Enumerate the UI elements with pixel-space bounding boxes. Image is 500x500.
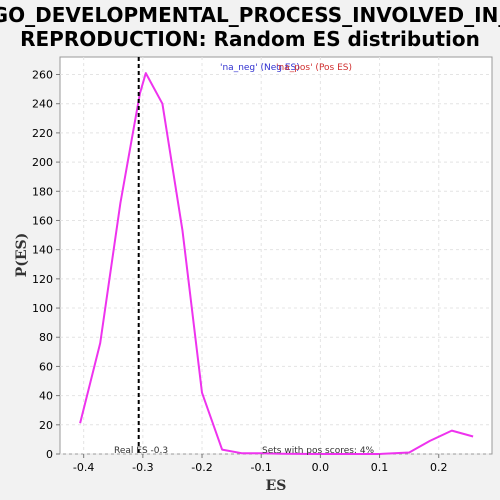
- chart-title-line-1: GO_DEVELOPMENTAL_PROCESS_INVOLVED_IN_: [0, 3, 500, 27]
- pos-scores-annotation: Sets with pos scores: 4%: [262, 446, 375, 456]
- chart-title-line-2: REPRODUCTION: Random ES distribution: [20, 27, 480, 51]
- y-tick-label: 180: [32, 185, 53, 198]
- y-tick-label: 0: [46, 448, 53, 461]
- plot-area: [59, 56, 493, 455]
- y-tick-label: 160: [32, 214, 53, 227]
- y-tick-label: 40: [39, 390, 53, 403]
- x-tick-label: 0.0: [312, 461, 330, 474]
- y-tick-label: 140: [32, 244, 53, 257]
- y-tick-label: 260: [32, 69, 53, 82]
- real-es-label: Real ES -0.3: [114, 446, 168, 456]
- y-tick-label: 80: [39, 331, 53, 344]
- y-tick-label: 120: [32, 273, 53, 286]
- x-axis-title: ES: [266, 478, 287, 494]
- es-distribution-line: [79, 72, 474, 455]
- series-layer: [79, 72, 474, 455]
- x-tick-label: -0.1: [250, 461, 271, 474]
- y-tick-label: 20: [39, 419, 53, 432]
- y-axis-title: P(ES): [14, 233, 30, 278]
- y-tick-label: 220: [32, 127, 53, 140]
- x-tick-label: 0.2: [430, 461, 448, 474]
- legend-neg-entry: 'na_neg' (Neg ES): [220, 63, 300, 73]
- y-tick-label: 200: [32, 156, 53, 169]
- legend-pos-entry: 'na_pos' (Pos ES): [276, 63, 352, 73]
- x-tick-label: -0.4: [73, 461, 94, 474]
- axes: -0.4 -0.3 -0.2 -0.1 0.0 0.1 0.2 0 20 40 60 80 100 120…: [32, 69, 447, 474]
- y-tick-label: 60: [39, 360, 53, 373]
- grid-lines: [60, 57, 492, 455]
- x-tick-label: -0.3: [132, 461, 153, 474]
- y-tick-label: 100: [32, 302, 53, 315]
- y-tick-label: 240: [32, 98, 53, 111]
- x-tick-label: -0.2: [191, 461, 212, 474]
- x-tick-label: 0.1: [371, 461, 389, 474]
